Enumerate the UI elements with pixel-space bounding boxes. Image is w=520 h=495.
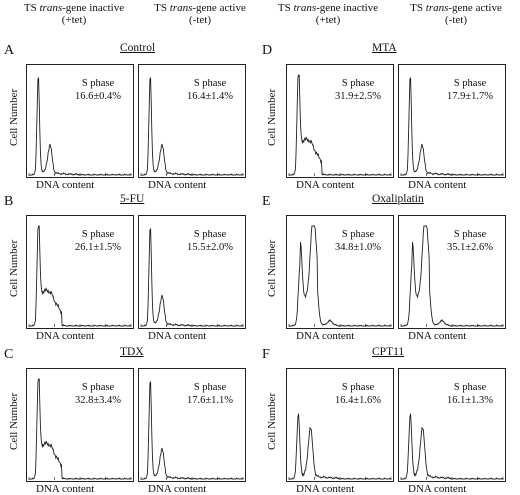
histogram-svg bbox=[288, 74, 392, 176]
treatment-title: 5-FU bbox=[120, 193, 145, 205]
histogram-svg bbox=[400, 76, 504, 176]
s-phase-value: 15.5±2.0% bbox=[186, 242, 233, 253]
x-axis-label: DNA content bbox=[148, 330, 207, 342]
s-phase-value: 17.9±1.7% bbox=[446, 91, 493, 102]
histogram-plot bbox=[398, 368, 506, 482]
s-phase-value: 16.1±1.3% bbox=[446, 395, 493, 406]
histogram-trace bbox=[28, 378, 132, 480]
histogram-plot bbox=[286, 215, 394, 329]
s-phase-label: S phase bbox=[341, 229, 375, 240]
histogram-svg bbox=[140, 227, 244, 327]
histogram-plot bbox=[286, 64, 394, 178]
y-axis-label: Cell Number bbox=[8, 392, 20, 450]
s-phase-label: S phase bbox=[341, 78, 375, 89]
column-header-inactive-left: TS trans-gene inactive (+tet) bbox=[23, 2, 125, 26]
histogram-trace bbox=[289, 225, 392, 327]
s-phase-value: 26.1±1.5% bbox=[74, 242, 121, 253]
column-header-active-right: TS trans-gene active (-tet) bbox=[410, 2, 502, 26]
y-axis-label: Cell Number bbox=[8, 88, 20, 146]
treatment-title: CPT11 bbox=[372, 346, 405, 358]
x-axis-label: DNA content bbox=[296, 330, 355, 342]
treatment-title: TDX bbox=[120, 346, 144, 358]
s-phase-label: S phase bbox=[453, 78, 487, 89]
s-phase-label: S phase bbox=[81, 78, 115, 89]
histogram-plot bbox=[398, 64, 506, 178]
s-phase-value: 31.9±2.5% bbox=[334, 91, 381, 102]
panel-letter: F bbox=[262, 347, 270, 362]
treatment-title: MTA bbox=[372, 42, 397, 54]
histogram-svg bbox=[400, 225, 504, 327]
column-header-active-left: TS trans-gene active (-tet) bbox=[154, 2, 246, 26]
y-axis-label: Cell Number bbox=[266, 392, 278, 450]
histogram-trace bbox=[288, 74, 392, 176]
s-phase-value: 16.4±1.4% bbox=[186, 91, 233, 102]
column-header-inactive-right: TS trans-gene inactive (+tet) bbox=[277, 2, 379, 26]
histogram-trace bbox=[28, 225, 132, 327]
s-phase-label: S phase bbox=[341, 382, 375, 393]
s-phase-value: 34.8±1.0% bbox=[334, 242, 381, 253]
x-axis-label: DNA content bbox=[148, 483, 207, 495]
s-phase-label: S phase bbox=[453, 229, 487, 240]
x-axis-label: DNA content bbox=[408, 179, 467, 191]
y-axis-label: Cell Number bbox=[266, 88, 278, 146]
x-axis-label: DNA content bbox=[296, 483, 355, 495]
histogram-svg bbox=[28, 225, 132, 327]
panel-letter: A bbox=[4, 43, 15, 58]
histogram-svg bbox=[28, 76, 132, 176]
panel-letter: B bbox=[4, 194, 14, 209]
histogram-plot bbox=[138, 64, 246, 178]
histogram-svg bbox=[288, 225, 392, 327]
x-axis-label: DNA content bbox=[296, 179, 355, 191]
s-phase-value: 17.6±1.1% bbox=[186, 395, 233, 406]
panel-letter: C bbox=[4, 347, 14, 362]
x-axis-label: DNA content bbox=[408, 330, 467, 342]
s-phase-label: S phase bbox=[81, 229, 115, 240]
histogram-trace bbox=[289, 413, 392, 480]
s-phase-value: 35.1±2.6% bbox=[446, 242, 493, 253]
x-axis-label: DNA content bbox=[36, 179, 95, 191]
treatment-title: Oxaliplatin bbox=[372, 193, 424, 205]
histogram-plot bbox=[26, 215, 134, 329]
histogram-plot bbox=[398, 215, 506, 329]
s-phase-label: S phase bbox=[453, 382, 487, 393]
histogram-plot bbox=[26, 64, 134, 178]
s-phase-label: S phase bbox=[193, 229, 227, 240]
panel-letter: D bbox=[262, 43, 273, 58]
histogram-plot bbox=[26, 368, 134, 482]
s-phase-label: S phase bbox=[193, 382, 227, 393]
treatment-title: Control bbox=[120, 42, 156, 54]
histogram-svg bbox=[140, 76, 244, 176]
s-phase-value: 16.4±1.6% bbox=[334, 395, 381, 406]
s-phase-value: 16.6±0.4% bbox=[74, 91, 121, 102]
y-axis-label: Cell Number bbox=[266, 239, 278, 297]
x-axis-label: DNA content bbox=[148, 179, 207, 191]
y-axis-label: Cell Number bbox=[8, 239, 20, 297]
histogram-trace bbox=[401, 225, 504, 327]
figure: A Control Cell Number S phase 16.6±0.4% DNA c… bbox=[4, 42, 506, 495]
x-axis-label: DNA content bbox=[408, 483, 467, 495]
s-phase-value: 32.8±3.4% bbox=[74, 395, 121, 406]
x-axis-label: DNA content bbox=[36, 330, 95, 342]
s-phase-label: S phase bbox=[193, 78, 227, 89]
histogram-plot bbox=[138, 215, 246, 329]
histogram-trace bbox=[401, 413, 504, 480]
panel-letter: E bbox=[262, 194, 271, 209]
s-phase-label: S phase bbox=[81, 382, 115, 393]
x-axis-label: DNA content bbox=[36, 483, 95, 495]
